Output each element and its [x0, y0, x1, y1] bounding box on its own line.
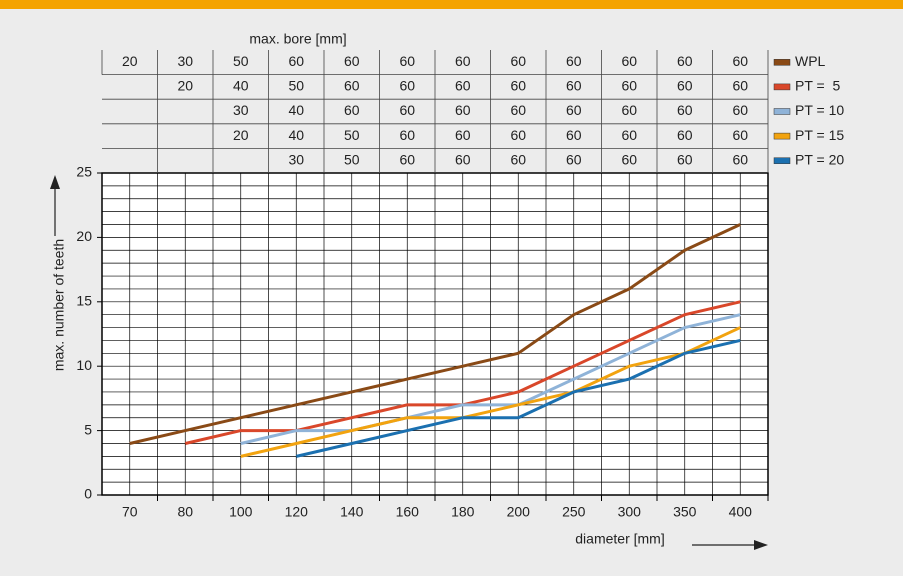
table-cell: 60 [288, 53, 304, 69]
table-cell: 30 [233, 102, 249, 118]
top-bar [0, 0, 903, 9]
y-tick-label: 10 [76, 357, 92, 373]
table-cell: 40 [288, 127, 304, 143]
series-line [240, 326, 741, 458]
x-tick-label: 400 [729, 504, 753, 520]
x-arrow-head [754, 540, 768, 550]
table-cell: 60 [621, 127, 637, 143]
table-cell: 60 [399, 53, 415, 69]
table-cell: 60 [566, 78, 582, 94]
x-tick-label: 70 [122, 504, 138, 520]
table-cell: 60 [399, 78, 415, 94]
x-tick-label: 350 [673, 504, 697, 520]
table-cell: 20 [122, 53, 138, 69]
table-cell: 60 [455, 151, 471, 167]
x-tick-label: 140 [340, 504, 364, 520]
table-cell: 60 [621, 53, 637, 69]
y-tick-label: 25 [76, 164, 92, 180]
table-cell: 60 [344, 102, 360, 118]
legend-label: PT = 10 [795, 102, 844, 118]
table-cell: 60 [732, 53, 748, 69]
table-cell: 60 [732, 102, 748, 118]
table-cell: 60 [621, 151, 637, 167]
table-cell: 30 [177, 53, 193, 69]
table-cell: 50 [233, 53, 249, 69]
x-tick-label: 80 [177, 504, 193, 520]
table-cell: 60 [621, 102, 637, 118]
table-cell: 60 [344, 53, 360, 69]
table-cell: 60 [510, 102, 526, 118]
table-cell: 60 [677, 127, 693, 143]
table-cell: 60 [510, 151, 526, 167]
table-cell: 40 [233, 78, 249, 94]
legend-label: PT = 5 [795, 78, 840, 94]
table-cell: 60 [677, 102, 693, 118]
table-cell: 60 [566, 151, 582, 167]
table-cell: 40 [288, 102, 304, 118]
table-title: max. bore [mm] [249, 31, 346, 47]
table-cell: 60 [455, 78, 471, 94]
y-tick-label: 15 [76, 293, 92, 309]
legend-swatch [773, 157, 791, 164]
table-cell: 50 [344, 151, 360, 167]
legend-swatch [773, 83, 791, 91]
table-cell: 60 [677, 151, 693, 167]
table-cell: 60 [732, 127, 748, 143]
y-arrow-head [50, 175, 60, 189]
legend-swatch [773, 132, 791, 140]
table-cell: 60 [732, 78, 748, 94]
table-cell: 20 [233, 127, 249, 143]
table-cell: 60 [510, 53, 526, 69]
table-cell: 60 [399, 102, 415, 118]
table-cell: 60 [732, 151, 748, 167]
table-cell: 60 [566, 127, 582, 143]
x-tick-label: 250 [562, 504, 586, 520]
legend-label: PT = 15 [795, 127, 844, 143]
table-cell: 20 [177, 78, 193, 94]
x-tick-label: 180 [451, 504, 475, 520]
table-cell: 60 [677, 78, 693, 94]
legend-label: PT = 20 [795, 151, 844, 167]
table-cell: 60 [455, 127, 471, 143]
legend-label: WPL [795, 53, 826, 69]
table-cell: 60 [677, 53, 693, 69]
table-cell: 30 [288, 151, 304, 167]
table-cell: 60 [399, 127, 415, 143]
table-cell: 50 [288, 78, 304, 94]
table-cell: 50 [344, 127, 360, 143]
table-cell: 60 [621, 78, 637, 94]
x-tick-label: 200 [507, 504, 531, 520]
y-tick-label: 20 [76, 228, 92, 244]
x-axis-label: diameter [mm] [575, 531, 664, 547]
y-tick-label: 5 [84, 421, 92, 437]
y-axis-label: max. number of teeth [51, 239, 67, 371]
x-tick-label: 100 [229, 504, 253, 520]
table-cell: 60 [510, 127, 526, 143]
table-cell: 60 [510, 78, 526, 94]
x-tick-label: 300 [618, 504, 642, 520]
table-cell: 60 [566, 102, 582, 118]
series-line [129, 223, 741, 445]
table-cell: 60 [455, 102, 471, 118]
table-cell: 60 [399, 151, 415, 167]
legend-swatch [773, 59, 791, 66]
y-tick-label: 0 [84, 486, 92, 502]
x-tick-label: 160 [396, 504, 420, 520]
table-cell: 60 [455, 53, 471, 69]
series-line [295, 338, 741, 458]
x-tick-label: 120 [285, 504, 309, 520]
series-line [240, 313, 741, 445]
legend-swatch [773, 108, 791, 115]
table-cell: 60 [566, 53, 582, 69]
table-cell: 60 [344, 78, 360, 94]
